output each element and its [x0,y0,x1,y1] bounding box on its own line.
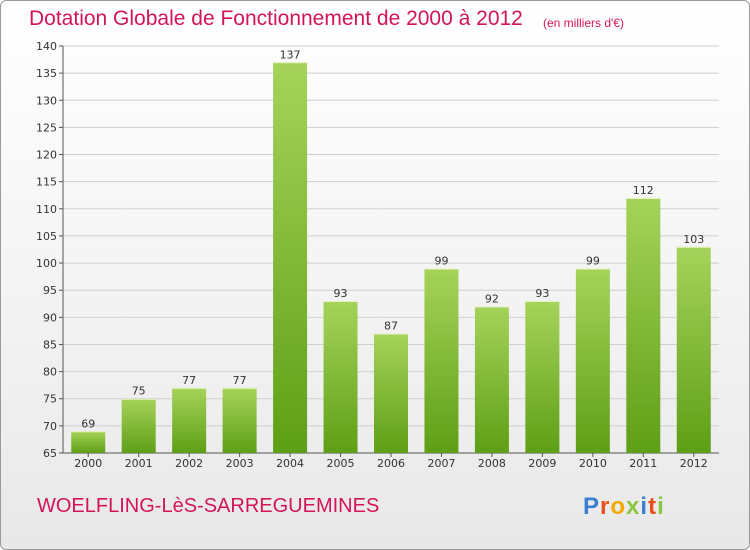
data-label: 99 [586,254,600,267]
chart-title: Dotation Globale de Fonctionnement de 20… [29,7,523,30]
x-tick-label: 2005 [327,457,355,470]
data-label: 112 [633,184,654,197]
bar-2008 [474,306,509,453]
x-tick-label: 2010 [579,457,607,470]
y-tick-label: 85 [43,338,57,351]
bar-2006 [374,333,408,453]
y-tick-label: 100 [36,257,57,270]
x-tick-label: 2012 [680,457,708,470]
data-label: 93 [535,287,549,300]
y-tick-label: 90 [43,311,57,324]
data-label: 75 [132,385,146,398]
y-tick-label: 95 [43,284,57,297]
y-tick-label: 110 [36,203,57,216]
y-tick-label: 125 [36,121,57,134]
x-tick-label: 2000 [74,457,102,470]
chart-unit: (en milliers d'€) [543,16,624,30]
data-label: 137 [280,48,301,61]
bar-2005 [323,301,358,453]
y-tick-label: 65 [43,447,57,460]
x-tick-label: 2007 [427,457,455,470]
y-tick-label: 80 [43,366,57,379]
data-label: 69 [81,417,95,430]
data-label: 93 [334,287,348,300]
bar-2004 [273,62,308,453]
y-tick-label: 75 [43,393,57,406]
y-tick-label: 140 [36,40,57,53]
data-label: 99 [434,254,448,267]
y-tick-label: 115 [36,176,57,189]
x-tick-label: 2002 [175,457,203,470]
data-label: 77 [233,374,247,387]
bar-2009 [525,301,560,453]
x-tick-label: 2011 [629,457,657,470]
y-tick-label: 105 [36,230,57,243]
data-label: 92 [485,292,499,305]
bar-2012 [676,246,711,453]
x-tick-label: 2004 [276,457,304,470]
x-tick-label: 2008 [478,457,506,470]
bar-2010 [575,268,610,453]
x-tick-label: 2006 [377,457,405,470]
proxiti-logo: Proxiti [583,493,665,520]
bar-2000 [71,431,106,453]
y-tick-label: 130 [36,94,57,107]
x-tick-label: 2001 [125,457,153,470]
data-label: 87 [384,320,398,333]
data-label: 103 [683,233,704,246]
commune-name: WOELFLING-LèS-SARREGUEMINES [37,495,380,517]
x-tick-label: 2003 [226,457,254,470]
bar-2002 [172,387,207,453]
y-tick-label: 120 [36,149,57,162]
y-tick-label: 135 [36,67,57,80]
bar-2003 [222,387,257,453]
bar-2007 [424,268,459,453]
bar-2001 [121,398,156,453]
data-label: 77 [182,374,196,387]
y-tick-label: 70 [43,420,57,433]
x-tick-label: 2009 [528,457,556,470]
bar-2011 [626,197,661,453]
